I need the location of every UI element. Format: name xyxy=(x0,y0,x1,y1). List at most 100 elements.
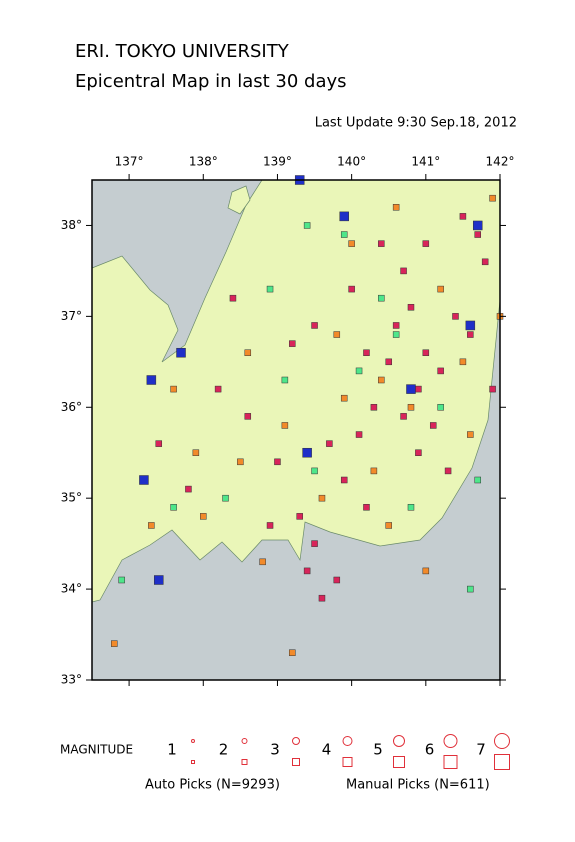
epicenter xyxy=(281,376,289,384)
epicenter xyxy=(348,285,355,293)
epicenter xyxy=(339,211,349,222)
epicenter xyxy=(370,467,378,475)
epicenter xyxy=(340,231,348,238)
epicenter xyxy=(222,494,229,502)
legend-square xyxy=(342,757,353,767)
epicenter xyxy=(200,513,207,520)
y-tick-label: 35° xyxy=(61,491,82,505)
epicenter xyxy=(229,294,237,302)
y-tick-label: 33° xyxy=(61,673,82,687)
legend-square xyxy=(241,759,248,765)
epicenter xyxy=(340,476,348,484)
epicenter xyxy=(363,504,370,511)
epicenter xyxy=(311,540,318,547)
epicenter xyxy=(355,367,363,375)
epicenter xyxy=(378,376,385,384)
epicenter xyxy=(318,494,326,502)
legend-circle xyxy=(443,734,458,748)
legend-magnitude: 5 xyxy=(373,741,383,759)
epicenter xyxy=(170,385,177,393)
epicenter xyxy=(378,240,385,247)
epicenter xyxy=(459,213,467,220)
epicenter xyxy=(467,331,474,338)
epicenter xyxy=(407,304,415,311)
epicenter xyxy=(481,258,489,266)
legend-circle xyxy=(292,737,300,745)
legend-square xyxy=(191,760,195,764)
epicenter xyxy=(406,384,416,394)
epicenter xyxy=(111,640,118,647)
epicenter xyxy=(407,404,415,411)
epicenter xyxy=(154,575,164,585)
legend-magnitude: 2 xyxy=(219,741,229,759)
epicenter xyxy=(237,458,244,466)
x-tick-label: 138° xyxy=(189,155,218,169)
y-tick-label: 37° xyxy=(61,309,82,323)
epicenter xyxy=(437,285,444,293)
epicenter xyxy=(429,422,437,429)
epicenter xyxy=(333,331,341,338)
epicenter xyxy=(303,567,311,575)
epicenter xyxy=(326,440,333,447)
subtitle: Epicentral Map in last 30 days xyxy=(75,71,347,92)
epicenter xyxy=(266,285,274,293)
epicenter xyxy=(244,349,252,356)
epicenter xyxy=(378,294,385,302)
epicenter xyxy=(155,440,163,447)
epicenter xyxy=(192,449,200,456)
epicenter xyxy=(444,467,452,475)
epicenter xyxy=(392,204,400,211)
epicenter xyxy=(422,240,430,247)
update: Last Update 9:30 Sep.18, 2012 xyxy=(315,116,517,131)
legend-circle xyxy=(342,736,353,746)
epicenter xyxy=(385,522,392,529)
x-tick-label: 140° xyxy=(337,155,366,169)
x-tick-label: 141° xyxy=(411,155,440,169)
legend-square xyxy=(443,755,458,769)
epicenter xyxy=(185,485,192,493)
x-tick-label: 142° xyxy=(486,155,515,169)
epicenter xyxy=(311,322,318,329)
epicenter xyxy=(407,504,415,511)
legend-circle xyxy=(241,738,248,744)
epicenter xyxy=(289,340,296,347)
epicenter xyxy=(118,576,125,584)
epicenter xyxy=(400,267,407,275)
epicenter xyxy=(459,358,467,366)
epicenter xyxy=(176,347,186,358)
legend-circle xyxy=(494,733,510,749)
epicenter xyxy=(489,194,496,202)
y-tick-label: 36° xyxy=(61,400,82,414)
epicenter xyxy=(465,320,476,331)
x-tick-label: 139° xyxy=(263,155,292,169)
epicenter xyxy=(311,467,318,475)
legend-square xyxy=(393,756,405,768)
epicenter xyxy=(340,394,348,402)
epicenter xyxy=(170,504,177,511)
legend-square xyxy=(494,754,510,770)
epicenter xyxy=(472,220,483,231)
epicenter xyxy=(489,385,496,393)
epicenter xyxy=(467,431,474,438)
epicenter xyxy=(296,513,303,520)
epicenter xyxy=(363,349,370,356)
frame xyxy=(91,179,501,681)
epicenter xyxy=(415,449,422,456)
legend-auto: Auto Picks (N=9293) xyxy=(145,778,280,793)
epicenter xyxy=(148,522,155,529)
epicenter xyxy=(259,558,266,566)
legend-magnitude: 4 xyxy=(322,741,332,759)
y-tick-label: 34° xyxy=(61,582,82,596)
epicenter xyxy=(302,447,312,458)
legend-title: MAGNITUDE xyxy=(60,743,133,757)
epicenter xyxy=(422,567,430,575)
epicenter xyxy=(318,594,326,602)
land xyxy=(91,179,501,603)
epicenter xyxy=(139,475,149,485)
legend-manual: Manual Picks (N=611) xyxy=(346,778,490,793)
epicenter xyxy=(348,240,355,247)
epicenter xyxy=(146,375,157,385)
legend-circle xyxy=(191,739,195,743)
epicenter xyxy=(281,422,289,429)
epicenter xyxy=(474,231,481,238)
